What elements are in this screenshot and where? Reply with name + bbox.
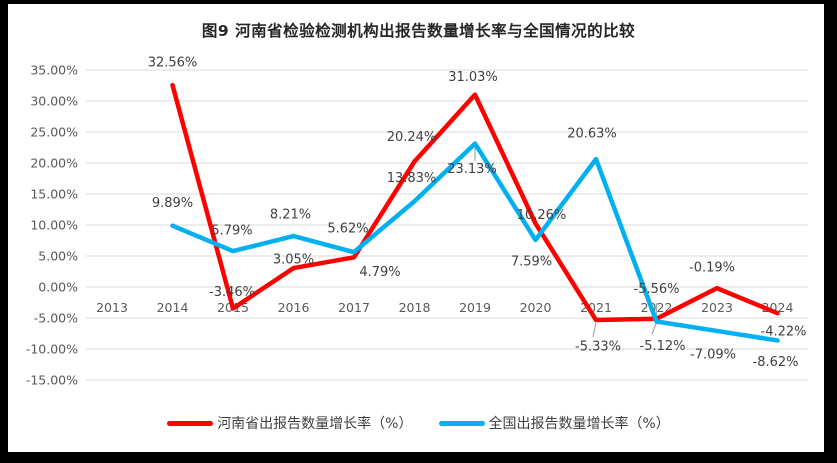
leader-line [592, 322, 597, 338]
data-label: 8.21% [270, 208, 311, 223]
y-tick-label: 0.00% [38, 280, 78, 295]
data-label: -5.56% [634, 282, 680, 297]
legend-item-national: 全国出报告数量增长率（%） [438, 413, 670, 433]
data-label: 10.26% [517, 208, 567, 223]
data-label: 3.05% [273, 253, 314, 268]
x-tick-label: 2016 [278, 300, 310, 315]
x-tick-label: 2018 [399, 300, 431, 315]
legend-line-henan-icon [167, 420, 214, 426]
y-tick-label: -5.00% [34, 311, 78, 326]
legend-label-national: 全国出报告数量增长率（%） [488, 416, 670, 432]
series-line-henan [170, 82, 780, 323]
data-label: 7.59% [511, 254, 552, 269]
legend-item-henan: 河南省出报告数量增长率（%） [167, 413, 413, 433]
data-label: 32.56% [148, 56, 198, 71]
series-line-national [170, 141, 780, 343]
data-label: -3.46% [209, 285, 255, 300]
y-tick-label: -10.00% [26, 342, 78, 357]
y-tick-label: 25.00% [30, 125, 78, 140]
chart-canvas [8, 4, 824, 452]
data-label: 20.24% [387, 130, 437, 145]
data-label: -8.62% [753, 355, 799, 370]
data-label: 9.89% [152, 196, 193, 211]
y-tick-label: 35.00% [30, 63, 78, 78]
legend-label-henan: 河南省出报告数量增长率（%） [217, 416, 413, 432]
data-label: 5.79% [211, 224, 252, 239]
x-tick-label: 2023 [701, 300, 733, 315]
data-label: -7.09% [690, 347, 736, 362]
data-label: 31.03% [448, 70, 498, 85]
y-tick-label: 30.00% [30, 94, 78, 109]
x-tick-label: 2017 [338, 300, 370, 315]
data-label: -0.19% [689, 261, 735, 276]
y-tick-label: 20.00% [30, 156, 78, 171]
data-label: -4.22% [761, 325, 807, 340]
y-tick-label: 15.00% [30, 187, 78, 202]
y-tick-label: 10.00% [30, 218, 78, 233]
data-label: 20.63% [567, 127, 617, 142]
chart-title: 图9 河南省检验检测机构出报告数量增长率与全国情况的比较 [201, 22, 636, 40]
x-tick-label: 2014 [157, 300, 189, 315]
x-tick-label: 2019 [459, 300, 491, 315]
data-label: 13.83% [387, 171, 437, 186]
legend-line-national-icon [438, 420, 485, 426]
x-tick-label: 2013 [96, 300, 128, 315]
data-label: -5.12% [640, 339, 686, 354]
data-label: 5.62% [327, 222, 368, 237]
data-label: 4.79% [359, 265, 400, 280]
data-label: 23.13% [447, 162, 497, 177]
y-tick-label: 5.00% [38, 249, 78, 264]
data-label: -5.33% [575, 340, 621, 355]
x-tick-label: 2020 [520, 300, 552, 315]
y-tick-label: -15.00% [26, 373, 78, 388]
chart-legend: 河南省出报告数量增长率（%） 全国出报告数量增长率（%） [0, 413, 837, 433]
